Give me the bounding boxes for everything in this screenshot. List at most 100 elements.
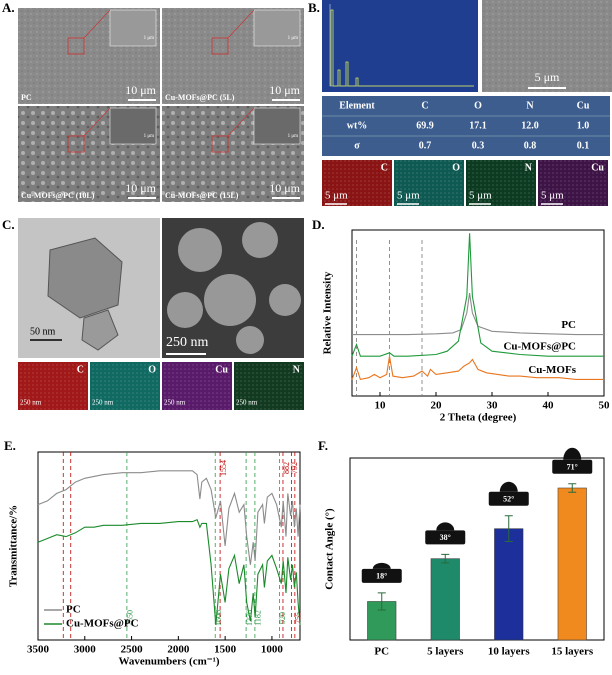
map-element: C [77, 364, 84, 375]
table-cell: 0.1 [577, 140, 590, 151]
particle [47, 237, 123, 319]
scale-label: 10 μm [269, 83, 300, 97]
particle [242, 222, 278, 258]
map-texture [466, 160, 536, 206]
map-texture [322, 160, 392, 206]
x-tick-label: 3000 [74, 644, 97, 656]
value-label: 52° [503, 495, 514, 504]
bar [430, 558, 460, 641]
x-axis-label: Wavenumbers (cm⁻¹) [118, 656, 219, 668]
marker-label: 1554 [219, 460, 228, 476]
inset [253, 9, 301, 47]
legend-label: PC [66, 604, 81, 616]
map-texture [162, 362, 232, 410]
map-element: N [525, 162, 533, 173]
droplet [372, 562, 391, 569]
table-cell: 0.7 [419, 140, 432, 151]
x-tick-label: 2500 [121, 644, 144, 656]
table-header: Element [339, 100, 375, 111]
map-element: Cu [591, 162, 604, 173]
table-header: C [421, 100, 428, 111]
x-tick-label: 40 [543, 400, 555, 412]
series-label: PC [561, 319, 576, 331]
plot-frame [37, 451, 301, 641]
particle [178, 228, 222, 272]
table-cell: 12.0 [521, 120, 539, 131]
marker-label: 1182 [254, 610, 263, 626]
panel-label: C. [2, 217, 15, 232]
error-bar [504, 515, 513, 543]
table-header: N [526, 100, 534, 111]
scale-label: 5 μm [397, 190, 420, 202]
particle [204, 274, 256, 326]
scale-label: 10 μm [125, 83, 156, 97]
error-bar [568, 483, 577, 493]
table-cell: 0.3 [472, 140, 485, 151]
map-texture [90, 362, 160, 410]
panel-label: E. [4, 438, 16, 453]
x-tick-label: PC [374, 646, 389, 658]
inset-scale: 1 μm [288, 134, 298, 139]
map-element: O [148, 364, 156, 375]
x-tick-label: 15 layers [551, 646, 594, 658]
roi-line [83, 9, 111, 39]
x-tick-label: 5 layers [427, 646, 464, 658]
series-label: Cu-MOFs [528, 364, 576, 376]
droplet [436, 522, 455, 531]
scale-label: 250 nm [236, 399, 258, 407]
roi-box [67, 135, 85, 153]
map-texture [394, 160, 464, 206]
eds-spectrum [322, 0, 478, 92]
droplet-stage [425, 530, 466, 545]
roi-box [67, 37, 85, 55]
table-cell: σ [354, 140, 360, 151]
x-axis-label: 2 Theta (degree) [440, 412, 517, 424]
particle [269, 284, 301, 316]
scale-label: 10 μm [125, 181, 156, 195]
map-element: N [293, 364, 301, 375]
spectrum-trace [330, 9, 474, 87]
plot-frame [351, 229, 605, 397]
scale-label: 5 μm [325, 190, 348, 202]
scale-label: 50 nm [30, 326, 56, 337]
x-tick-label: 2000 [167, 644, 190, 656]
table-cell: 1.0 [577, 120, 590, 131]
particle [167, 292, 203, 328]
particle [81, 309, 119, 351]
error-bar [377, 592, 386, 611]
map-texture [18, 362, 88, 410]
roi-line [227, 9, 255, 39]
x-tick-label: 1500 [214, 644, 237, 656]
table-cell: 17.1 [469, 120, 487, 131]
x-tick-label: 10 [375, 400, 387, 412]
marker-label: 2550 [126, 610, 135, 626]
sem-image [482, 0, 612, 92]
series-line [37, 470, 301, 565]
droplet [563, 447, 582, 460]
panel-label: D. [312, 217, 325, 232]
x-tick-label: 50 [599, 400, 611, 412]
map-element: Cu [215, 364, 228, 375]
value-label: 38° [440, 533, 451, 542]
inset-scale: 1 μm [144, 36, 154, 41]
map-texture [538, 160, 608, 206]
scale-label: 5 μm [469, 190, 492, 202]
series-label: Cu-MOFs@PC [503, 341, 576, 353]
table-cell: wt% [347, 120, 368, 131]
scale-label: 250 nm [164, 399, 186, 407]
image-caption: Cu-MOFs@PC (15L) [165, 191, 239, 200]
droplet-stage [361, 568, 402, 583]
panel-label: A. [2, 0, 15, 15]
bar [367, 601, 397, 641]
legend-label: Cu-MOFs@PC [66, 618, 139, 630]
scale-label: 10 μm [269, 181, 300, 195]
inset [253, 107, 301, 145]
droplet-stage [552, 459, 593, 474]
inset [109, 9, 157, 47]
roi-box [211, 135, 229, 153]
image-caption: Cu-MOFs@PC (10L) [21, 191, 95, 200]
inset-scale: 1 μm [144, 134, 154, 139]
scale-label: 250 nm [166, 335, 209, 350]
x-tick-label: 3500 [27, 644, 50, 656]
marker-label: 755 [294, 612, 303, 624]
